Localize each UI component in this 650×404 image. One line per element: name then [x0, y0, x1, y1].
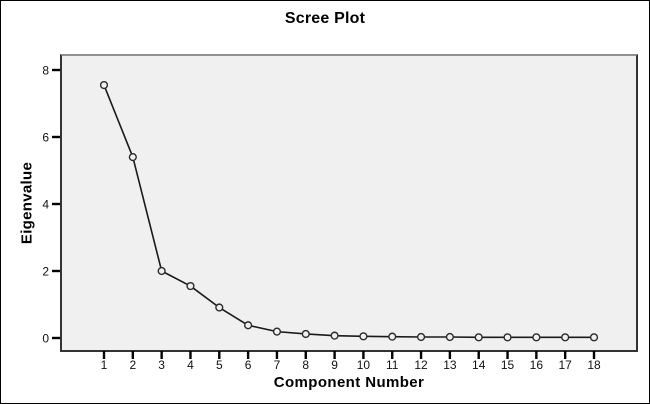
y-axis-tick-label: 0: [42, 331, 49, 345]
y-axis-tick-label: 2: [42, 264, 49, 278]
data-point-marker: [215, 303, 224, 312]
x-axis-tick-label: 10: [357, 358, 371, 372]
y-axis-tick-label: 6: [42, 130, 49, 144]
x-axis-title: Component Number: [273, 374, 425, 391]
x-axis-tick-label: 7: [274, 358, 281, 372]
data-point-marker: [186, 281, 195, 291]
data-point-marker: [330, 331, 339, 340]
series-line: [103, 84, 594, 339]
chart-title: Scree Plot: [284, 10, 366, 27]
data-point-marker: [157, 266, 166, 276]
x-axis-tick-label: 2: [129, 358, 136, 372]
x-axis-tick-label: 4: [187, 358, 194, 372]
x-axis-tick-label: 9: [331, 358, 338, 372]
data-point-marker: [416, 332, 426, 342]
x-axis-tick-label: 16: [530, 358, 544, 372]
x-axis-tick-label: 1: [101, 358, 108, 372]
data-point-marker: [244, 321, 253, 330]
data-point-marker: [359, 332, 368, 341]
x-axis-tick-label: 18: [587, 358, 601, 372]
x-axis-tick-label: 13: [443, 358, 457, 372]
data-point-marker: [272, 327, 282, 336]
x-axis-tick-label: 3: [158, 358, 165, 372]
x-axis-tick-label: 5: [216, 358, 223, 372]
data-point-marker: [503, 333, 512, 342]
plot-area: [60, 54, 638, 352]
x-axis-tick-label: 8: [302, 358, 309, 372]
data-point-marker: [532, 333, 541, 342]
y-axis-tick-label: 4: [42, 197, 49, 211]
data-point-marker: [388, 332, 397, 341]
data-point-marker: [128, 153, 137, 162]
y-axis-title: Eigenvalue: [18, 161, 36, 245]
y-axis-tick-label: 8: [42, 63, 49, 77]
x-axis-tick-label: 11: [386, 358, 399, 372]
data-point-marker: [99, 80, 109, 90]
data-point-marker: [561, 333, 570, 342]
data-point-marker: [301, 329, 310, 339]
x-axis-tick-label: 12: [414, 358, 428, 372]
x-axis-tick-label: 6: [245, 358, 252, 372]
x-axis-tick-label: 15: [501, 358, 515, 372]
data-point-marker: [474, 333, 483, 342]
x-axis-tick-label: 14: [472, 358, 486, 372]
data-point-marker: [589, 333, 599, 342]
x-axis-tick-label: 17: [558, 358, 572, 372]
data-point-marker: [445, 332, 454, 342]
